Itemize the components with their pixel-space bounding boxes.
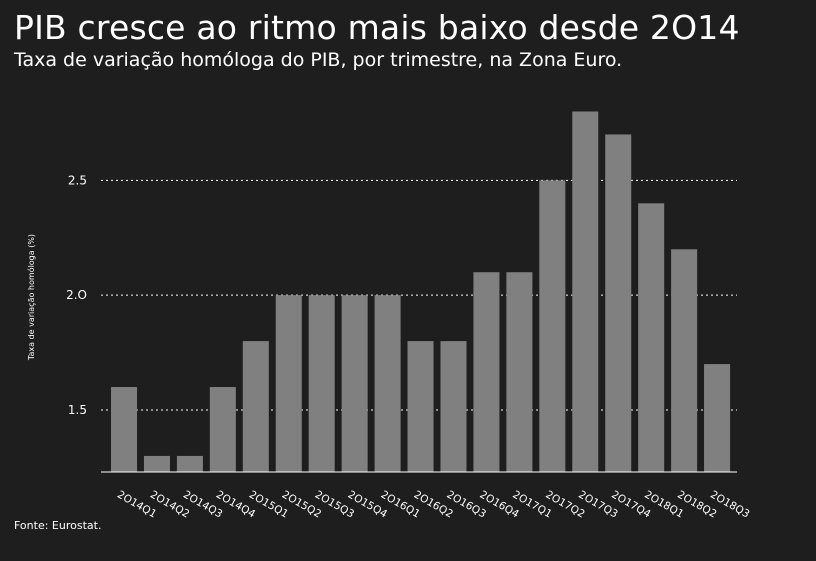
- bar-2O16Q4: [473, 272, 500, 472]
- bar-2O15Q4: [341, 295, 368, 472]
- y-tick-label: 2.5: [68, 173, 87, 187]
- bar-2O18Q1: [638, 203, 665, 473]
- bar-2O14Q2: [143, 455, 170, 472]
- bar-2O17Q3: [572, 111, 599, 473]
- bar-2O16Q2: [407, 341, 434, 472]
- source-note: Fonte: Eurostat.: [14, 519, 102, 532]
- bar-2O17Q2: [539, 180, 566, 473]
- bar-2O18Q2: [671, 249, 698, 472]
- bar-2O15Q1: [242, 341, 269, 472]
- bar-2O14Q1: [111, 387, 138, 472]
- bar-2O15Q3: [308, 295, 335, 472]
- bar-2O16Q1: [374, 295, 401, 472]
- bar-2O15Q2: [275, 295, 302, 472]
- y-axis-label: Taxa de variação homóloga (%): [26, 234, 36, 361]
- bar-2O16Q3: [440, 341, 467, 472]
- y-tick-label: 1.5: [68, 403, 87, 417]
- chart-subtitle: Taxa de variação homóloga do PIB, por tr…: [14, 49, 623, 71]
- bar-2O18Q3: [704, 364, 731, 472]
- bar-layer: [111, 111, 731, 473]
- bar-2O17Q4: [605, 134, 632, 472]
- chart-title: PIB cresce ao ritmo mais baixo desde 2O1…: [14, 8, 740, 47]
- y-tick-label: 2.O: [66, 288, 87, 302]
- bar-2O14Q3: [176, 455, 203, 472]
- bar-2O17Q1: [506, 272, 533, 472]
- bar-2O14Q4: [209, 387, 236, 472]
